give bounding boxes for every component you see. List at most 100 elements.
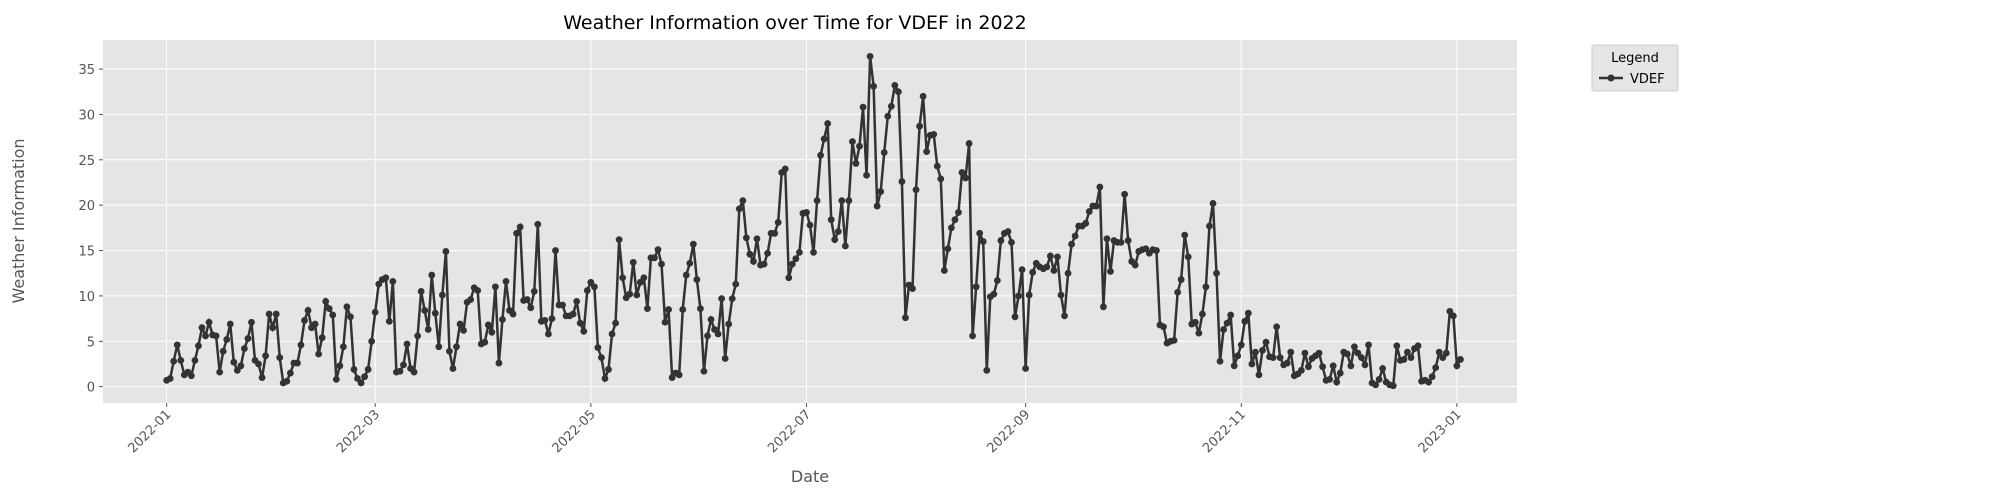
y-tick-label: 25 xyxy=(78,154,95,169)
x-tick-label: 2023-01 xyxy=(1416,407,1465,456)
data-point xyxy=(414,332,422,340)
data-point xyxy=(1283,359,1291,367)
data-point xyxy=(707,316,715,323)
data-point xyxy=(1064,269,1072,277)
data-point xyxy=(605,366,612,373)
data-point xyxy=(1262,338,1270,346)
data-point xyxy=(1213,269,1220,277)
data-point xyxy=(1457,356,1464,363)
data-point xyxy=(212,332,220,340)
data-point xyxy=(619,274,627,282)
data-point xyxy=(774,219,782,226)
data-point xyxy=(750,258,757,265)
data-point xyxy=(389,277,397,285)
data-point xyxy=(1414,342,1422,350)
data-point xyxy=(693,276,701,283)
data-point xyxy=(1131,261,1139,269)
data-point xyxy=(1365,341,1372,349)
data-point xyxy=(219,347,227,355)
data-point xyxy=(1329,362,1337,370)
data-point xyxy=(1085,208,1093,215)
data-point xyxy=(1015,292,1022,300)
data-point xyxy=(1389,382,1397,390)
data-point xyxy=(573,297,581,305)
series-points-vdef xyxy=(163,52,1464,390)
data-point xyxy=(870,82,878,90)
data-point xyxy=(216,368,224,376)
data-point xyxy=(223,336,231,343)
data-point xyxy=(873,202,881,210)
data-point xyxy=(1011,313,1019,321)
data-point xyxy=(643,305,651,313)
data-point xyxy=(651,254,658,262)
data-point xyxy=(753,235,761,243)
data-point xyxy=(576,319,584,327)
data-point xyxy=(675,371,683,379)
data-point xyxy=(198,324,206,332)
data-point xyxy=(1160,323,1167,331)
data-point xyxy=(177,356,185,364)
data-point xyxy=(230,358,238,366)
data-point xyxy=(248,318,255,326)
x-axis: 2022-01 2022-03 2022-05 2022-07 2022-09 2022-… xyxy=(125,403,1465,456)
data-point xyxy=(428,271,436,279)
data-point xyxy=(421,307,429,314)
data-point xyxy=(955,209,962,216)
data-point xyxy=(403,340,411,348)
data-point xyxy=(446,347,453,355)
data-point xyxy=(1046,252,1054,260)
data-point xyxy=(958,169,966,176)
data-point xyxy=(1054,253,1061,261)
data-point xyxy=(205,318,213,326)
data-point xyxy=(735,205,743,213)
data-point xyxy=(484,321,492,329)
data-point xyxy=(1177,276,1185,283)
data-point xyxy=(612,319,619,327)
data-point xyxy=(1276,354,1284,362)
data-point xyxy=(286,369,294,377)
data-point xyxy=(1273,323,1281,331)
data-point xyxy=(1336,369,1344,377)
data-point xyxy=(813,197,821,205)
x-tick-label: 2022-05 xyxy=(550,407,599,456)
data-point xyxy=(513,229,520,237)
data-point xyxy=(983,366,991,374)
data-point xyxy=(453,343,460,351)
data-point xyxy=(1234,352,1242,360)
data-point xyxy=(665,306,672,313)
data-point xyxy=(495,359,503,367)
data-point xyxy=(170,357,178,365)
data-point xyxy=(880,149,888,156)
data-point xyxy=(329,311,337,319)
data-point xyxy=(997,237,1005,244)
data-point xyxy=(771,229,779,237)
data-point xyxy=(944,245,952,253)
data-point xyxy=(255,360,262,368)
data-point xyxy=(866,52,874,60)
data-point xyxy=(940,267,948,274)
data-point xyxy=(460,327,467,334)
data-point xyxy=(658,260,665,268)
data-point xyxy=(361,373,368,381)
data-point xyxy=(863,171,870,179)
data-point xyxy=(1347,362,1355,370)
data-point xyxy=(382,274,390,282)
data-point xyxy=(467,296,475,303)
data-point xyxy=(686,259,694,267)
data-point xyxy=(601,375,609,382)
data-point xyxy=(884,112,892,120)
data-point xyxy=(795,248,803,256)
data-point xyxy=(449,365,457,372)
legend-marker-vdef xyxy=(1607,74,1615,82)
data-point xyxy=(891,81,899,89)
data-point xyxy=(311,320,319,328)
data-point xyxy=(1269,354,1277,362)
data-point xyxy=(258,374,266,381)
y-tick-label: 35 xyxy=(78,63,95,78)
data-point xyxy=(516,223,524,231)
data-point xyxy=(817,151,824,159)
data-point xyxy=(1018,266,1026,273)
data-point xyxy=(1170,336,1178,344)
data-point xyxy=(294,359,301,367)
data-point xyxy=(509,310,517,318)
